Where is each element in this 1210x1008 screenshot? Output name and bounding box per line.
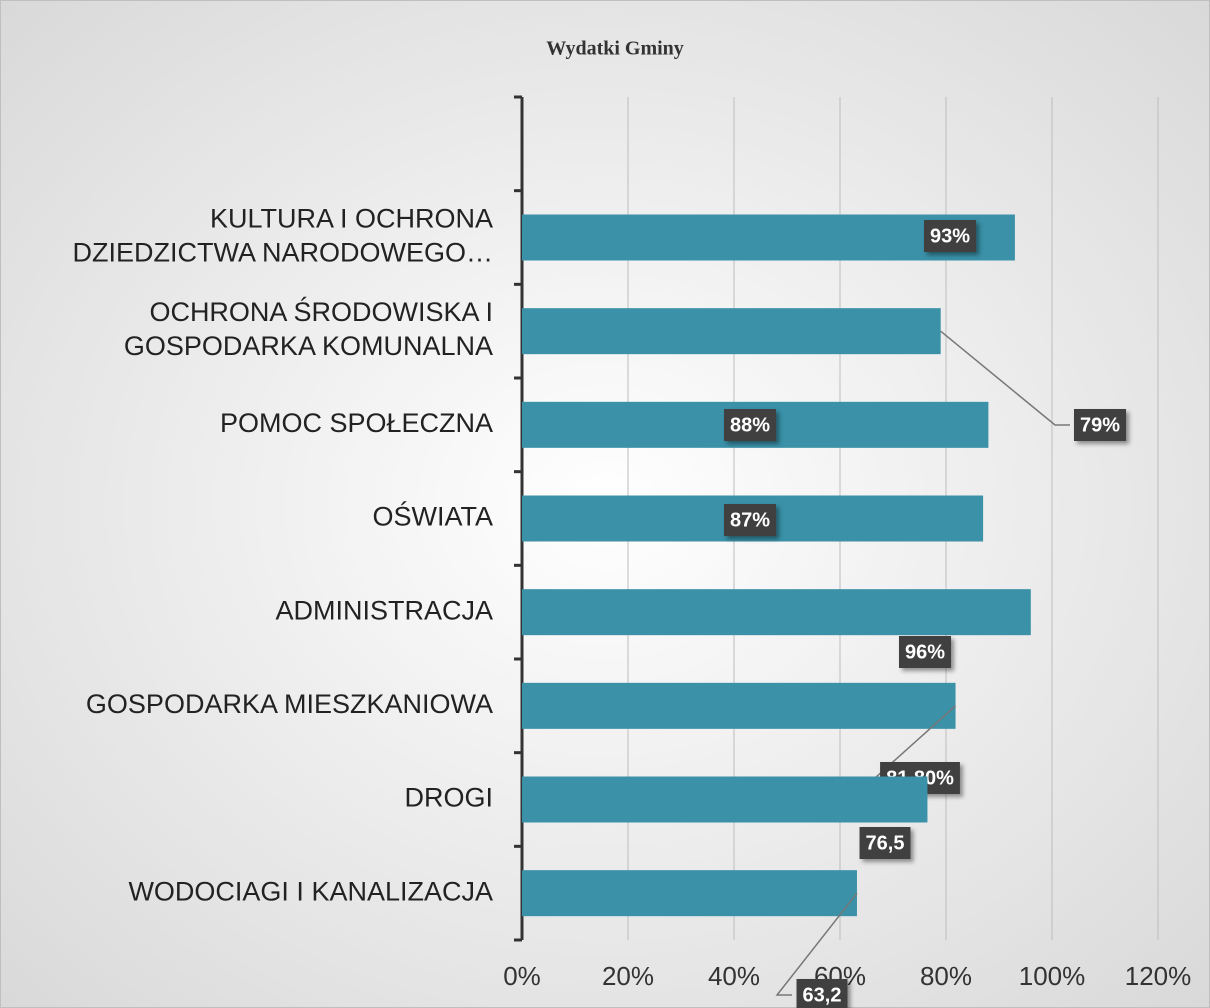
data-label: 63,2 xyxy=(803,984,842,1006)
y-tick-label: OŚWIATA xyxy=(373,500,494,532)
data-label-box xyxy=(723,409,777,441)
data-label: 96% xyxy=(905,641,945,663)
y-tick-label: POMOC SPOŁECZNA xyxy=(220,408,493,438)
x-tick-label: 40% xyxy=(708,961,760,991)
bar xyxy=(522,589,1031,636)
data-label: 79% xyxy=(1080,414,1120,436)
data-label-box xyxy=(1073,409,1127,441)
data-label-box xyxy=(723,504,777,536)
y-tick-label: GOSPODARKA MIESZKANIOWA xyxy=(86,689,493,719)
data-label: 88% xyxy=(730,414,770,436)
leader-line xyxy=(775,892,858,996)
y-tick-label: KULTURA I OCHRONA DZIEDZICTWA NARODOWEGO… xyxy=(73,204,494,268)
x-tick-label: 100% xyxy=(1019,961,1086,991)
bar xyxy=(522,682,956,729)
leader-line xyxy=(940,330,1070,426)
x-tick-label: 0% xyxy=(503,961,541,991)
data-label: 87% xyxy=(730,509,770,531)
bar xyxy=(522,870,857,917)
data-label-box xyxy=(859,827,911,859)
bar xyxy=(522,308,941,355)
bar xyxy=(522,776,928,823)
data-label: 93% xyxy=(930,225,970,247)
data-label-box xyxy=(923,220,977,252)
y-tick-label: DROGI xyxy=(404,783,493,813)
y-tick-label: OCHRONA ŚRODOWISKA I GOSPODARKA KOMUNALNA xyxy=(124,295,493,361)
data-label-box xyxy=(796,979,848,1008)
x-tick-label: 80% xyxy=(920,961,972,991)
chart-title: Wydatki Gminy xyxy=(546,38,684,60)
y-tick-label: ADMINISTRACJA xyxy=(275,595,493,625)
data-label-box xyxy=(898,636,952,668)
x-tick-label: 20% xyxy=(602,961,654,991)
y-tick-label: WODOCIAGI I KANALIZACJA xyxy=(128,876,493,906)
x-tick-label: 120% xyxy=(1125,961,1192,991)
data-label: 76,5 xyxy=(866,832,905,854)
